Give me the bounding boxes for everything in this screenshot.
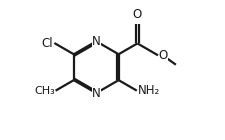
Text: N: N xyxy=(91,87,100,100)
Text: O: O xyxy=(132,8,142,21)
Text: CH₃: CH₃ xyxy=(34,86,55,96)
Text: Cl: Cl xyxy=(41,37,53,50)
Text: NH₂: NH₂ xyxy=(137,84,159,97)
Text: O: O xyxy=(158,49,167,62)
Text: N: N xyxy=(91,35,100,48)
